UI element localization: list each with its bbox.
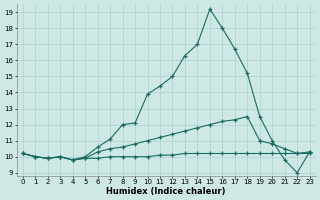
X-axis label: Humidex (Indice chaleur): Humidex (Indice chaleur) [107,187,226,196]
